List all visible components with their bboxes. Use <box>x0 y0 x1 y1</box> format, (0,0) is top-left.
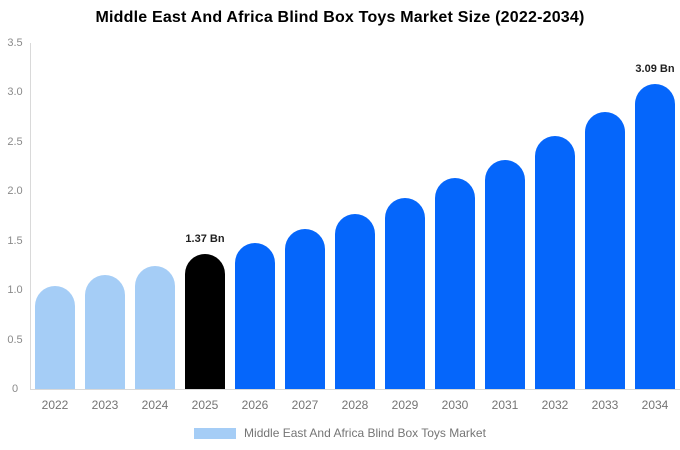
ytick-label-3.5: 3.5 <box>7 37 23 49</box>
x-axis-label-2023: 2023 <box>91 398 119 412</box>
ytick-label-2.0: 2.0 <box>7 185 23 198</box>
chart-title: Middle East And Africa Blind Box Toys Ma… <box>95 9 585 26</box>
x-axis-label-2030: 2030 <box>441 398 469 412</box>
ytick-label-0.5: 0.5 <box>7 333 23 346</box>
bar-2034[interactable] <box>635 83 675 389</box>
bar-2023[interactable] <box>85 275 125 389</box>
x-axis-label-2028: 2028 <box>341 398 369 412</box>
x-axis-label-2022: 2022 <box>41 398 69 412</box>
bar-2022[interactable] <box>35 286 75 389</box>
bar-2032[interactable] <box>535 135 575 389</box>
y-axis-line <box>30 43 31 389</box>
bar-value-label-2034: 3.09 Bn <box>635 62 675 75</box>
x-axis-line <box>30 389 680 390</box>
ytick-label-0: 0 <box>11 383 19 395</box>
bar-2027[interactable] <box>285 228 325 389</box>
bar-2025[interactable] <box>185 253 225 389</box>
x-axis-label-2033: 2033 <box>591 398 619 412</box>
x-axis-label-2032: 2032 <box>541 398 569 412</box>
bar-2031[interactable] <box>485 159 525 389</box>
legend-item[interactable]: Middle East And Africa Blind Box Toys Ma… <box>0 426 680 440</box>
x-axis-label-2026: 2026 <box>241 398 269 412</box>
ytick-label-3.0: 3.0 <box>7 86 23 99</box>
x-axis-label-2024: 2024 <box>141 398 169 412</box>
bar-value-label-2025: 1.37 Bn <box>185 232 225 245</box>
bar-2029[interactable] <box>385 198 425 389</box>
x-axis-label-2027: 2027 <box>291 398 319 412</box>
legend-label: Middle East And Africa Blind Box Toys Ma… <box>244 426 486 440</box>
ytick-label-1.0: 1.0 <box>7 284 23 297</box>
bar-2026[interactable] <box>235 242 275 389</box>
bar-2030[interactable] <box>435 178 475 389</box>
x-axis-label-2031: 2031 <box>491 398 519 412</box>
ytick-label-2.5: 2.5 <box>7 135 23 148</box>
bar-2033[interactable] <box>585 112 625 389</box>
ytick-label-1.5: 1.5 <box>7 234 23 247</box>
bar-2024[interactable] <box>135 266 175 389</box>
x-axis-label-2029: 2029 <box>391 398 419 412</box>
legend-swatch <box>194 427 237 439</box>
x-axis-label-2025: 2025 <box>191 398 219 412</box>
x-axis-label-2034: 2034 <box>641 398 669 412</box>
bar-2028[interactable] <box>335 214 375 389</box>
